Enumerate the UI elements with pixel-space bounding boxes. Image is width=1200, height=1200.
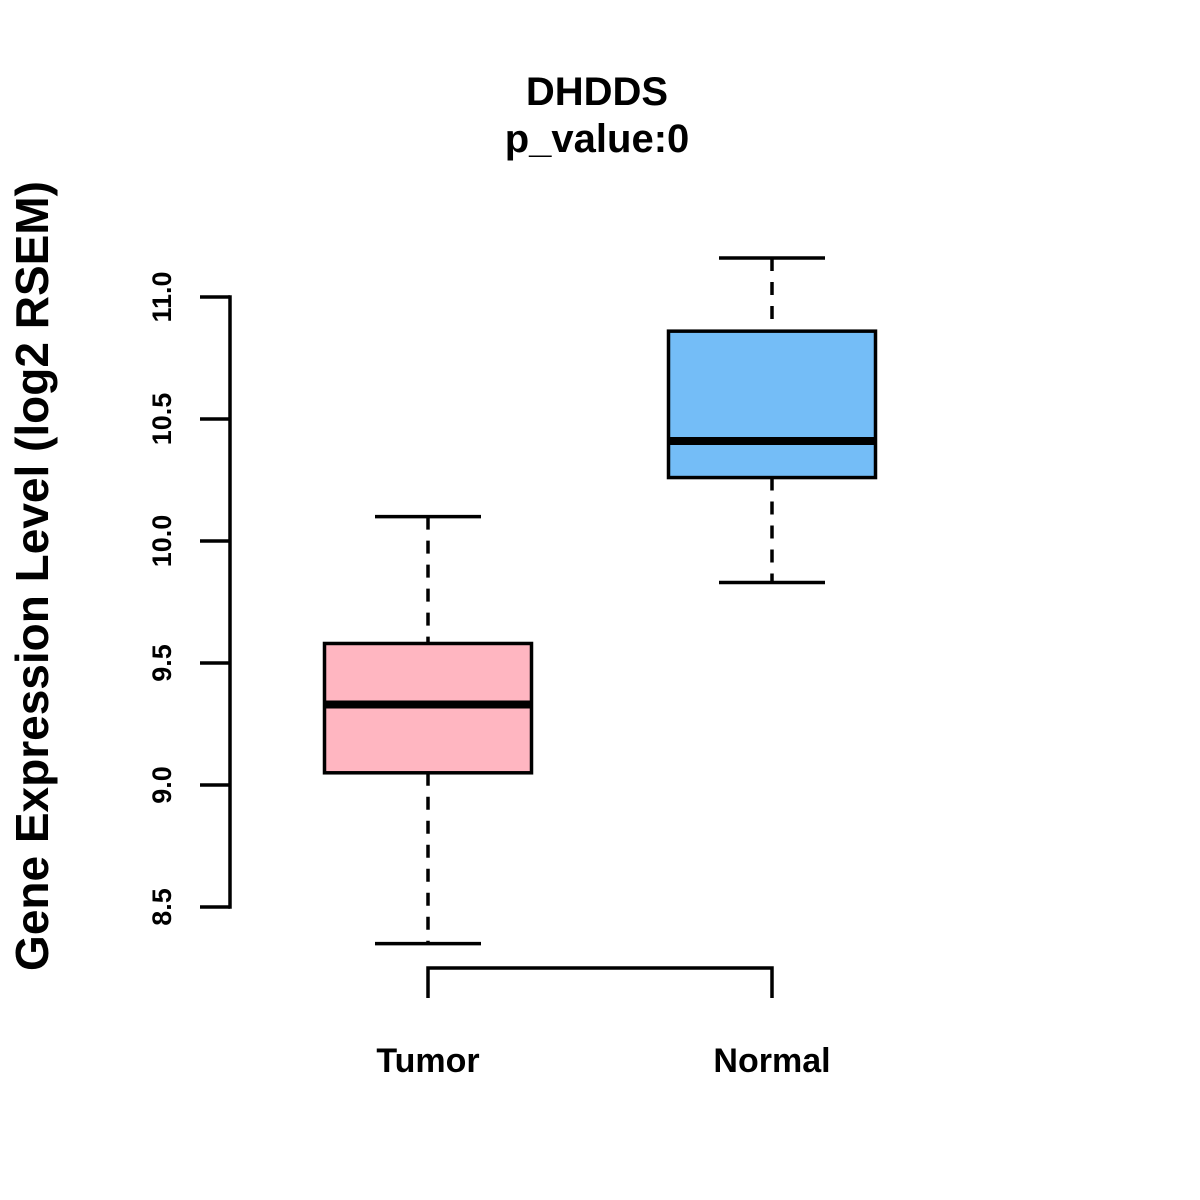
- y-axis-title: Gene Expression Level (log2 RSEM): [6, 181, 58, 971]
- category-label-tumor: Tumor: [376, 1042, 480, 1080]
- x-axis-bracket: [426, 966, 774, 998]
- y-axis-tick-label: 8.5: [147, 888, 177, 926]
- y-axis-tick-label: 9.5: [147, 644, 177, 682]
- chart-subtitle-pvalue: p_value:0: [504, 117, 690, 161]
- y-axis-tick-label: 10.5: [147, 392, 177, 446]
- normal-iqr-box: [666, 329, 878, 480]
- y-axis-tick-label: 10.0: [147, 514, 177, 568]
- category-label-normal: Normal: [713, 1042, 831, 1080]
- y-axis-tick-label: 11.0: [147, 271, 177, 323]
- chart-title: DHDDS: [525, 70, 669, 114]
- y-axis-tick-label: 9.0: [147, 766, 177, 804]
